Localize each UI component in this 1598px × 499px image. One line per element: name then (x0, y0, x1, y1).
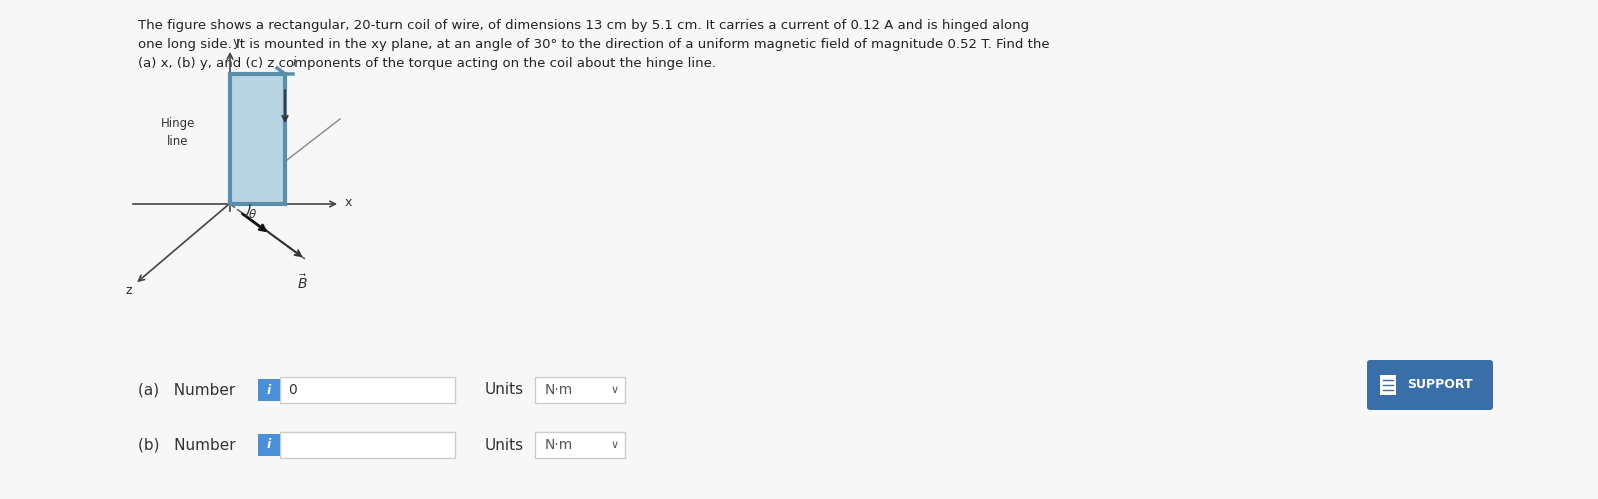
Text: ∨: ∨ (610, 440, 618, 450)
FancyBboxPatch shape (280, 432, 455, 458)
Text: N·m: N·m (545, 383, 574, 397)
FancyBboxPatch shape (535, 377, 625, 403)
Text: N·m: N·m (545, 438, 574, 452)
FancyBboxPatch shape (257, 434, 280, 456)
FancyBboxPatch shape (257, 379, 280, 401)
Text: x: x (345, 196, 353, 209)
Text: The figure shows a rectangular, 20-turn coil of wire, of dimensions 13 cm by 5.1: The figure shows a rectangular, 20-turn … (137, 19, 1050, 70)
Text: 0: 0 (288, 383, 297, 397)
FancyBboxPatch shape (1381, 375, 1397, 395)
Text: Units: Units (486, 438, 524, 453)
Text: ∨: ∨ (610, 385, 618, 395)
Text: y: y (233, 35, 240, 48)
Text: θ: θ (248, 208, 256, 221)
Text: z: z (125, 283, 131, 296)
FancyBboxPatch shape (1366, 360, 1493, 410)
Polygon shape (230, 74, 284, 204)
Text: i: i (267, 439, 272, 452)
Text: (b)   Number: (b) Number (137, 438, 235, 453)
Text: i: i (292, 56, 296, 69)
Text: Units: Units (486, 383, 524, 398)
FancyBboxPatch shape (280, 377, 455, 403)
Text: SUPPORT: SUPPORT (1408, 378, 1473, 391)
Text: i: i (267, 384, 272, 397)
Text: Hinge
line: Hinge line (161, 117, 195, 148)
Text: (a)   Number: (a) Number (137, 383, 235, 398)
FancyBboxPatch shape (535, 432, 625, 458)
Text: $\vec{B}$: $\vec{B}$ (297, 273, 307, 291)
